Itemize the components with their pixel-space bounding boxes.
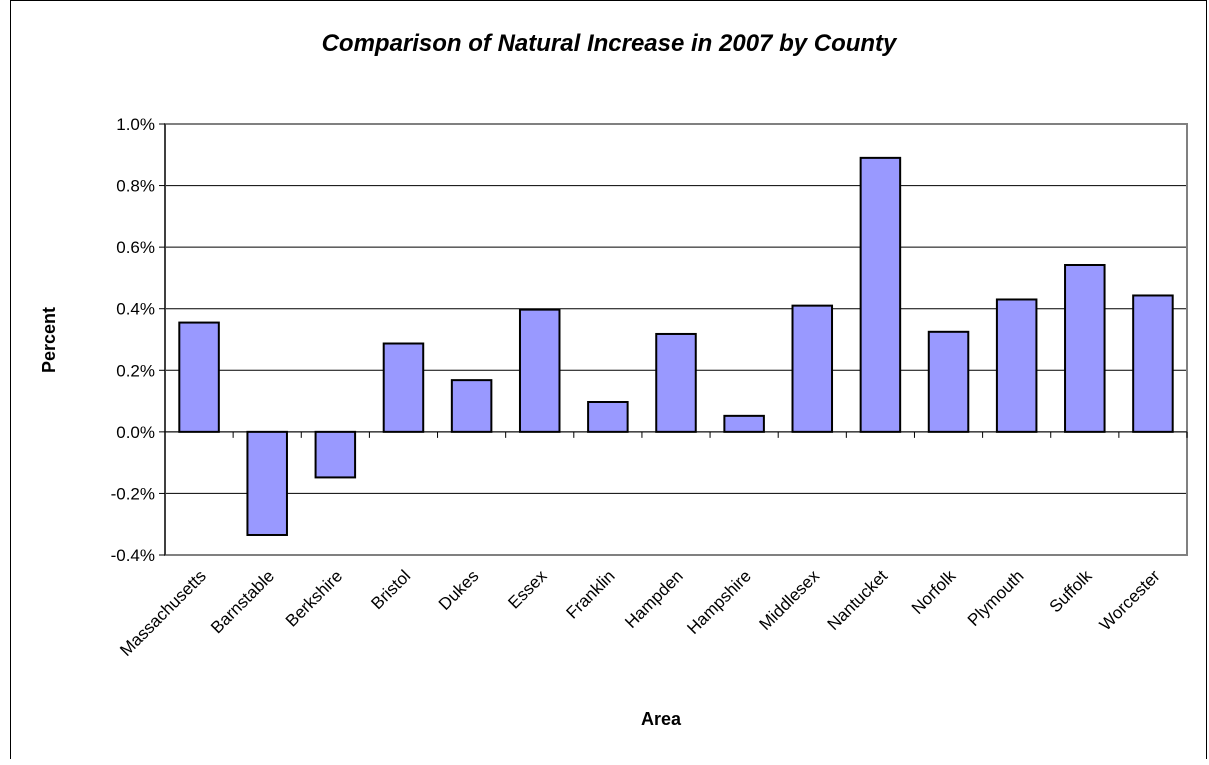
bar-bristol [382, 342, 425, 433]
chart-frame: Comparison of Natural Increase in 2007 b… [10, 0, 1207, 759]
bar-hampshire [723, 414, 765, 433]
y-tick-label: 0.6% [116, 238, 155, 257]
x-tick-label: Plymouth [964, 566, 1028, 630]
y-tick-label: 0.0% [116, 423, 155, 442]
x-tick-label: Dukes [435, 566, 483, 614]
bar-worcester [1132, 294, 1174, 433]
x-axis-label: Area [641, 709, 682, 729]
x-tick-label: Hampshire [683, 566, 755, 638]
bar-berkshire [314, 430, 357, 479]
x-tick-label: Bristol [367, 566, 414, 613]
y-tick-label: 0.8% [116, 177, 155, 196]
bar-barnstable [246, 430, 288, 536]
bar-hampden [655, 332, 697, 433]
bar-suffolk [1064, 263, 1106, 433]
bar-massachusetts [178, 321, 220, 433]
x-tick-label: Norfolk [908, 566, 960, 618]
y-tick-label: -0.4% [111, 546, 155, 565]
x-tick-label: Massachusetts [116, 566, 210, 660]
bar-plymouth [995, 298, 1038, 433]
y-tick-labels: -0.4% -0.2% 0.0% 0.2% 0.4% 0.6% 0.8% 1.0% [111, 115, 165, 565]
bar-dukes [450, 379, 493, 433]
x-tick-label: Middlesex [756, 566, 824, 634]
bar-nantucket [859, 156, 902, 433]
x-tick-label: Barnstable [207, 566, 278, 637]
bar-franklin [587, 400, 629, 433]
x-tick-label: Hampden [621, 566, 687, 632]
bar-chart: Comparison of Natural Increase in 2007 b… [39, 30, 1188, 729]
x-tick-label: Suffolk [1046, 566, 1096, 616]
y-tick-label: 0.2% [116, 361, 155, 380]
y-axis-label: Percent [39, 307, 59, 373]
bars [178, 156, 1174, 536]
x-tick-label: Nantucket [824, 566, 892, 634]
y-tick-label: 0.4% [116, 300, 155, 319]
bar-essex [518, 308, 561, 433]
chart-title: Comparison of Natural Increase in 2007 b… [322, 30, 898, 57]
x-tick-label: Essex [504, 566, 551, 613]
x-tick-label: Worcester [1096, 566, 1164, 634]
bar-norfolk [927, 330, 970, 433]
x-tick-label: Franklin [563, 566, 619, 622]
bar-middlesex [791, 304, 834, 433]
x-tick-label: Berkshire [282, 566, 346, 630]
y-tick-label: 1.0% [116, 115, 155, 134]
y-tick-label: -0.2% [111, 484, 155, 503]
